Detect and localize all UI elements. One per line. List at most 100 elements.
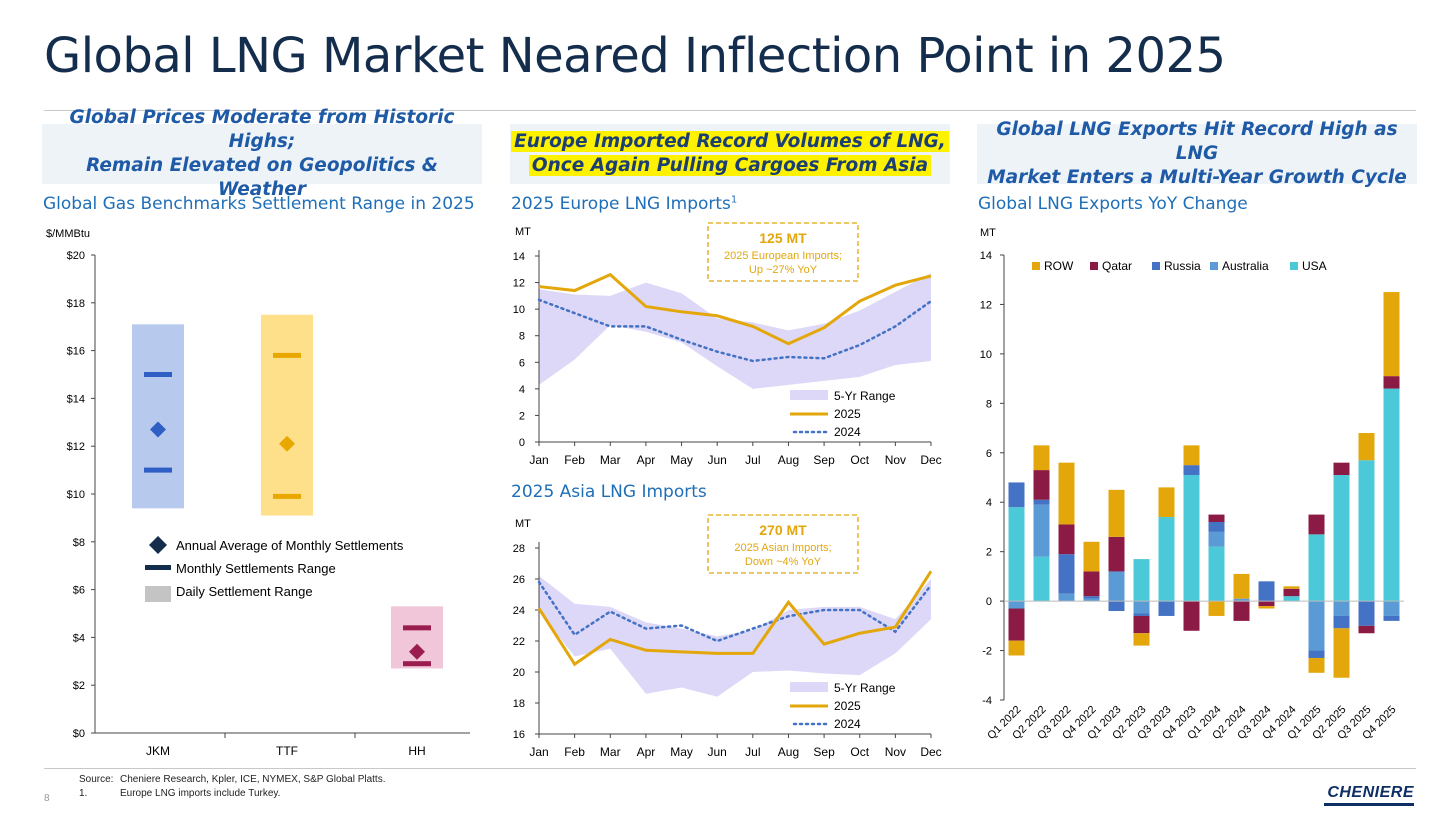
- y-tick-label: 4: [519, 384, 525, 396]
- series-2024-line: [537, 580, 933, 643]
- x-tick-label: Jan: [529, 453, 548, 467]
- legend-label: 2025: [834, 699, 861, 713]
- x-tick-label: HH: [408, 744, 425, 758]
- bar-segment-row: [1083, 541, 1100, 572]
- bar-segment-qatar: [1183, 601, 1200, 631]
- bar-segment-qatar: [1208, 514, 1225, 522]
- monthly-range-low: [273, 493, 301, 499]
- y-tick-label: $12: [67, 441, 85, 453]
- annotation-total: 270 MT: [759, 522, 807, 538]
- x-tick-label: May: [670, 745, 693, 759]
- annotation-text: 2025 Asian Imports;: [734, 542, 831, 554]
- y-tick-label: -4: [982, 695, 992, 707]
- x-tick-label: May: [670, 453, 693, 467]
- bar-segment-russia: [1208, 522, 1225, 532]
- series-2025-line: [538, 272, 932, 346]
- bar-segment-australia: [1133, 601, 1150, 614]
- europe-chart-subtitle: 2025 Europe LNG Imports1: [511, 194, 737, 214]
- bar-segment-russia: [1383, 615, 1400, 621]
- logo-underline: [1324, 803, 1414, 806]
- bar-segment-row: [1258, 606, 1275, 609]
- x-tick-label: Feb: [564, 453, 585, 467]
- source-label: Source:: [79, 774, 114, 785]
- legend-range-swatch: [790, 682, 828, 692]
- x-tick-label: Jun: [708, 745, 727, 759]
- bar-segment-row: [1358, 433, 1375, 461]
- x-tick-label: Mar: [600, 453, 621, 467]
- bar-segment-qatar: [1083, 571, 1100, 597]
- bar-segment-russia: [1083, 596, 1100, 599]
- y-axis-label: MT: [980, 227, 996, 239]
- bar-segment-russia: [1333, 615, 1350, 629]
- cheniere-logo: CHENIERE: [1327, 784, 1414, 801]
- middle-panel-header: Europe Imported Record Volumes of LNG, O…: [510, 124, 950, 184]
- legend-label: 2024: [834, 425, 861, 439]
- y-tick-label: 0: [986, 596, 992, 608]
- middle-header-line2: Once Again Pulling Cargoes From Asia: [528, 155, 932, 176]
- bar-segment-row: [1033, 445, 1050, 471]
- legend-label: Australia: [1222, 259, 1269, 273]
- bar-segment-australia: [1208, 531, 1225, 547]
- page-number: 8: [44, 793, 50, 804]
- bar-segment-russia: [1133, 613, 1150, 616]
- bar-segment-qatar: [1133, 615, 1150, 634]
- x-tick-label: Nov: [885, 745, 906, 759]
- x-tick-label: JKM: [146, 744, 170, 758]
- x-tick-label: Oct: [850, 745, 869, 759]
- y-tick-label: 10: [513, 304, 525, 316]
- monthly-range-low: [403, 661, 431, 667]
- series-2025-line: [537, 570, 933, 667]
- legend-label: Qatar: [1102, 259, 1132, 273]
- annotation-text: Down ~4% YoY: [745, 556, 822, 568]
- bar-segment-russia: [1258, 581, 1275, 602]
- bar-segment-row: [1058, 462, 1075, 525]
- bar-segment-qatar: [1283, 588, 1300, 597]
- bar-segment-usa: [1383, 388, 1400, 602]
- bar-segment-australia: [1383, 601, 1400, 616]
- middle-header-line1: Europe Imported Record Volumes of LNG,: [511, 131, 949, 152]
- x-tick-label: Mar: [600, 745, 621, 759]
- legend-label: 2024: [834, 717, 861, 731]
- x-tick-label: Jun: [708, 453, 727, 467]
- bar-segment-row: [1133, 633, 1150, 646]
- y-tick-label: 12: [980, 299, 992, 311]
- y-tick-label: 26: [513, 574, 525, 586]
- y-tick-label: $0: [73, 728, 85, 740]
- y-axis-label: $/MMBtu: [46, 228, 90, 240]
- bar-segment-qatar: [1358, 625, 1375, 634]
- bar-segment-australia: [1233, 598, 1250, 602]
- y-tick-label: 2: [986, 547, 992, 559]
- bar-segment-qatar: [1383, 376, 1400, 389]
- annotation-box: [707, 514, 859, 574]
- legend-label: 5-Yr Range: [834, 681, 896, 695]
- annotation-total: 125 MT: [759, 230, 807, 246]
- bar-segment-usa: [1158, 517, 1175, 602]
- annotation-box: [707, 222, 859, 282]
- y-tick-label: 8: [986, 398, 992, 410]
- legend-daily-swatch: [145, 586, 171, 602]
- bar-segment-usa: [1008, 507, 1025, 602]
- y-tick-label: 16: [513, 729, 525, 741]
- legend-swatch-row: [1032, 262, 1040, 270]
- x-tick-label: Aug: [778, 453, 799, 467]
- bar-segment-usa: [1308, 534, 1325, 602]
- y-tick-label: 10: [980, 349, 992, 361]
- y-tick-label: 6: [986, 448, 992, 460]
- bar-segment-australia: [1333, 601, 1350, 616]
- legend-label: Monthly Settlements Range: [176, 561, 336, 576]
- y-tick-label: 6: [519, 357, 525, 369]
- x-tick-label: Nov: [885, 453, 906, 467]
- legend-label: Russia: [1164, 259, 1201, 273]
- bar-segment-australia: [1083, 598, 1100, 602]
- y-tick-label: 0: [519, 437, 525, 449]
- monthly-range-high: [403, 625, 431, 631]
- y-tick-label: $2: [73, 680, 85, 692]
- bar-segment-russia: [1358, 601, 1375, 626]
- monthly-range-high: [273, 352, 301, 358]
- y-tick-label: $10: [67, 489, 85, 501]
- y-tick-label: 22: [513, 636, 525, 648]
- footnote-text: Europe LNG imports include Turkey.: [120, 788, 281, 799]
- legend-swatch-australia: [1210, 262, 1218, 270]
- y-tick-label: 24: [513, 605, 525, 617]
- bar-segment-russia: [1158, 601, 1175, 616]
